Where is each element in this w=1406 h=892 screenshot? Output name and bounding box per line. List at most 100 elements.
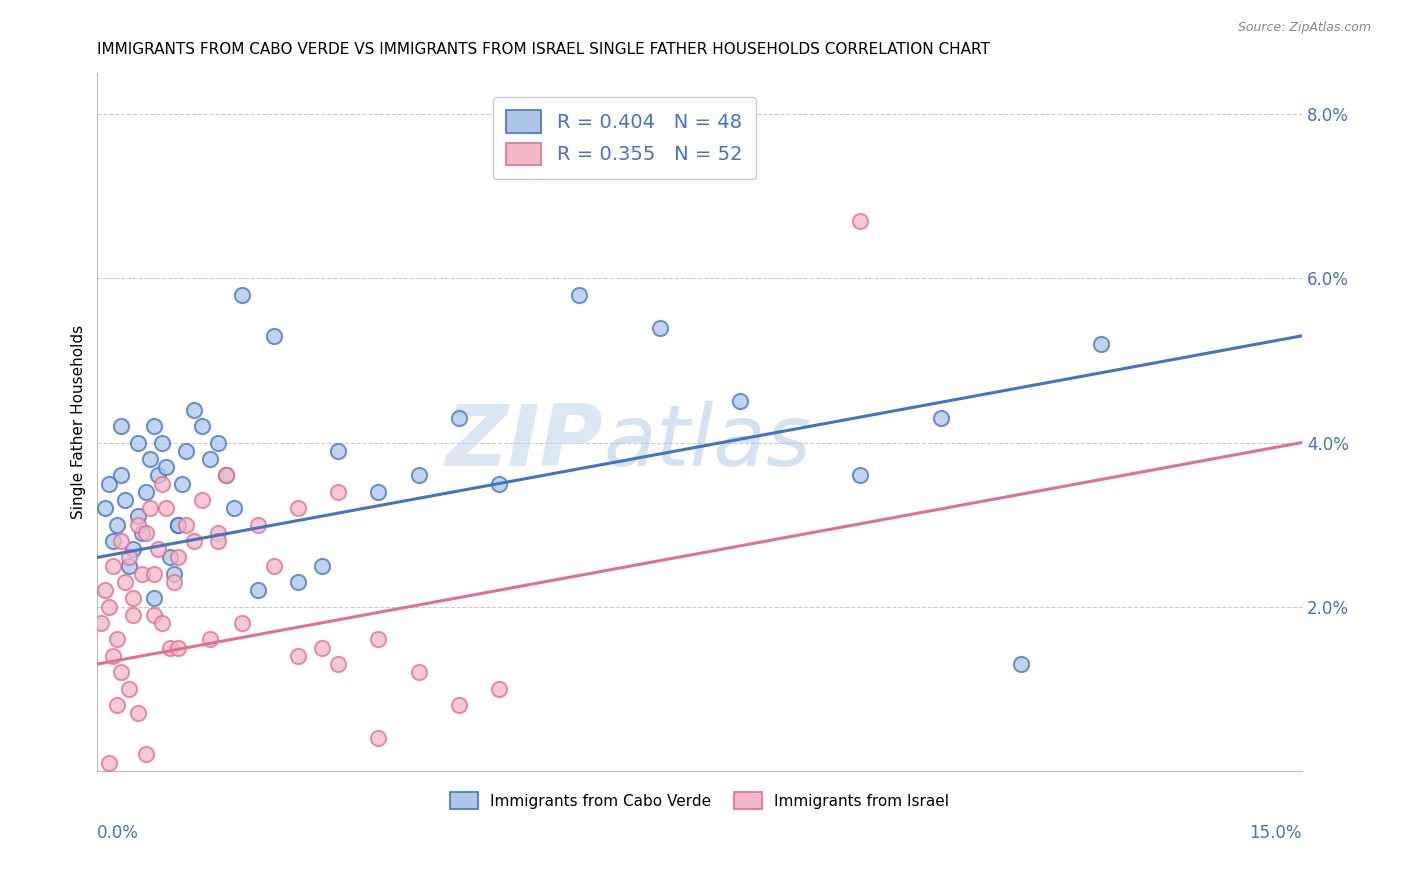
Point	[94, 501, 117, 516]
Point	[142, 591, 165, 606]
Point	[163, 566, 186, 581]
Point	[110, 665, 132, 680]
Point	[135, 484, 157, 499]
Point	[1010, 657, 1032, 672]
Point	[328, 484, 350, 499]
Point	[114, 575, 136, 590]
Point	[155, 460, 177, 475]
Point	[287, 501, 309, 516]
Point	[367, 632, 389, 647]
Point	[447, 698, 470, 713]
Point	[222, 501, 245, 516]
Point	[155, 501, 177, 516]
Point	[103, 534, 125, 549]
Point	[287, 648, 309, 663]
Point	[246, 517, 269, 532]
Point	[311, 558, 333, 573]
Point	[568, 287, 591, 301]
Point	[207, 525, 229, 540]
Point	[107, 632, 129, 647]
Y-axis label: Single Father Households: Single Father Households	[72, 325, 86, 519]
Point	[207, 534, 229, 549]
Point	[103, 648, 125, 663]
Point	[150, 435, 173, 450]
Point	[163, 575, 186, 590]
Point	[122, 607, 145, 622]
Point	[142, 607, 165, 622]
Point	[174, 517, 197, 532]
Point	[159, 550, 181, 565]
Point	[246, 583, 269, 598]
Point	[328, 443, 350, 458]
Point	[174, 443, 197, 458]
Point	[166, 517, 188, 532]
Point	[98, 756, 121, 770]
Point	[138, 451, 160, 466]
Point	[849, 214, 872, 228]
Point	[98, 476, 121, 491]
Text: IMMIGRANTS FROM CABO VERDE VS IMMIGRANTS FROM ISRAEL SINGLE FATHER HOUSEHOLDS CO: IMMIGRANTS FROM CABO VERDE VS IMMIGRANTS…	[97, 42, 990, 57]
Text: 0.0%: 0.0%	[97, 824, 139, 842]
Point	[166, 550, 188, 565]
Point	[98, 599, 121, 614]
Text: atlas: atlas	[603, 401, 811, 484]
Point	[131, 566, 153, 581]
Point	[198, 451, 221, 466]
Point	[122, 591, 145, 606]
Point	[190, 419, 212, 434]
Point	[198, 632, 221, 647]
Point	[127, 435, 149, 450]
Point	[447, 410, 470, 425]
Point	[648, 320, 671, 334]
Point	[142, 566, 165, 581]
Point	[110, 534, 132, 549]
Point	[138, 501, 160, 516]
Point	[1090, 337, 1112, 351]
Point	[118, 681, 141, 696]
Point	[127, 509, 149, 524]
Point	[122, 542, 145, 557]
Point	[90, 616, 112, 631]
Point	[166, 640, 188, 655]
Point	[929, 410, 952, 425]
Point	[408, 468, 430, 483]
Point	[114, 493, 136, 508]
Point	[107, 517, 129, 532]
Text: ZIP: ZIP	[446, 401, 603, 484]
Point	[135, 525, 157, 540]
Point	[94, 583, 117, 598]
Point	[367, 731, 389, 745]
Point	[488, 476, 510, 491]
Point	[207, 435, 229, 450]
Point	[231, 616, 253, 631]
Point	[263, 558, 285, 573]
Point	[183, 402, 205, 417]
Point	[408, 665, 430, 680]
Point	[107, 698, 129, 713]
Point	[190, 493, 212, 508]
Point	[311, 640, 333, 655]
Point	[135, 747, 157, 762]
Point	[263, 328, 285, 343]
Point	[127, 517, 149, 532]
Point	[146, 468, 169, 483]
Point	[215, 468, 238, 483]
Point	[118, 558, 141, 573]
Point	[131, 525, 153, 540]
Point	[159, 640, 181, 655]
Point	[110, 468, 132, 483]
Point	[728, 394, 751, 409]
Legend: Immigrants from Cabo Verde, Immigrants from Israel: Immigrants from Cabo Verde, Immigrants f…	[444, 786, 955, 815]
Point	[367, 484, 389, 499]
Point	[118, 550, 141, 565]
Point	[150, 616, 173, 631]
Point	[146, 542, 169, 557]
Point	[170, 476, 193, 491]
Point	[127, 706, 149, 721]
Point	[142, 419, 165, 434]
Point	[287, 575, 309, 590]
Text: 15.0%: 15.0%	[1250, 824, 1302, 842]
Point	[183, 534, 205, 549]
Point	[231, 287, 253, 301]
Point	[328, 657, 350, 672]
